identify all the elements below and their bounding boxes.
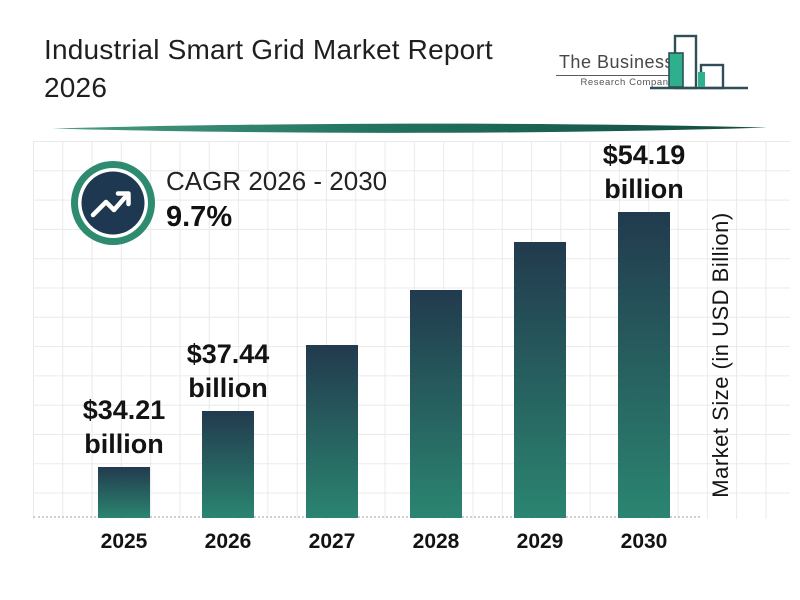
bar-chart-logo-icon (650, 34, 748, 90)
bar-2030 (618, 212, 670, 518)
value-label-2030: $54.19 billion (602, 140, 686, 204)
page-title: Industrial Smart Grid Market Report 2026 (44, 34, 493, 103)
bar-2027 (306, 345, 358, 518)
cagr-text: CAGR 2026 - 2030 9.7% (166, 165, 387, 236)
value-label-2025: $34.21 billion (82, 395, 166, 459)
bar-2026 (202, 411, 254, 518)
logo-company-name: The Business (556, 52, 674, 76)
logo-company-subname: Research Company (580, 77, 674, 88)
x-axis-label-2027: 2027 (308, 530, 356, 553)
company-logo: The Business Research Company (548, 14, 758, 104)
bar-2029 (514, 242, 566, 518)
x-axis-baseline (33, 516, 700, 518)
logo-text: The Business Research Company (556, 52, 674, 88)
cagr-block: CAGR 2026 - 2030 9.7% (69, 159, 489, 259)
cagr-label: CAGR 2026 - 2030 (166, 166, 388, 196)
y-axis-title: Market Size (in USD Billion) (708, 212, 733, 498)
x-axis-label-2029: 2029 (516, 530, 564, 553)
value-label-2026: $37.44 billion (186, 339, 270, 403)
x-axis-label-2028: 2028 (412, 530, 460, 553)
x-axis-label-2030: 2030 (620, 530, 668, 553)
header-divider (52, 123, 766, 133)
bar-2025 (98, 467, 150, 518)
trending-up-icon (71, 161, 155, 245)
x-axis-label-2026: 2026 (204, 530, 252, 553)
bar-2028 (410, 290, 462, 518)
cagr-value: 9.7% (166, 201, 233, 233)
x-axis-label-2025: 2025 (100, 530, 148, 553)
